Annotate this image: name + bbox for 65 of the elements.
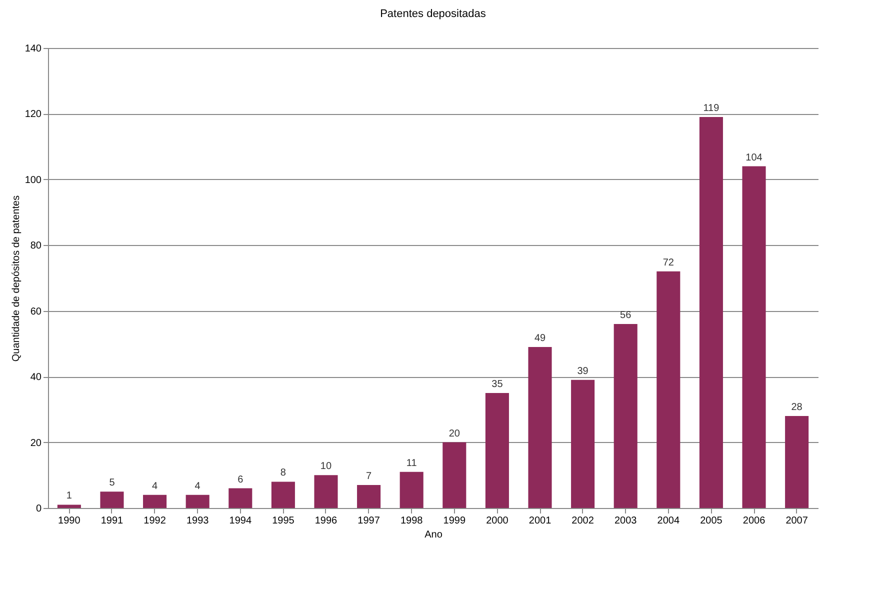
y-tick-label: 20	[30, 438, 42, 449]
bar	[742, 166, 766, 508]
bar	[271, 482, 295, 508]
bar	[442, 442, 466, 508]
y-tick-label: 140	[24, 44, 42, 54]
bar	[100, 492, 124, 508]
y-tick-label: 60	[30, 306, 42, 318]
x-tick-label: 1991	[100, 516, 124, 526]
data-label: 6	[238, 474, 244, 486]
data-label: 72	[662, 257, 674, 268]
x-tick-label: 1992	[144, 516, 166, 526]
data-label: 10	[320, 461, 332, 472]
data-label: 49	[534, 333, 546, 344]
x-tick-label: 1997	[358, 516, 380, 526]
data-label: 35	[492, 379, 504, 390]
bar	[485, 393, 509, 508]
data-label: 104	[746, 152, 763, 164]
data-label: 20	[448, 428, 460, 440]
data-label: 7	[366, 471, 372, 482]
bar	[528, 347, 552, 508]
data-label: 4	[194, 480, 201, 492]
x-tick-label: 1995	[272, 516, 295, 526]
bar	[186, 494, 210, 508]
bar	[656, 271, 680, 508]
x-tick-label: 2004	[657, 516, 680, 526]
bar	[57, 504, 81, 508]
x-tick-label: 2002	[572, 516, 594, 526]
x-tick-label: 1990	[58, 516, 81, 526]
y-tick-label: 0	[36, 504, 42, 514]
data-label: 1	[66, 490, 72, 502]
x-tick-label: 1993	[186, 516, 210, 526]
chart-title: Patentes depositadas	[380, 8, 486, 20]
y-axis-title: Quantidade de depósitos de patentes	[10, 195, 22, 362]
y-tick-label: 40	[30, 372, 42, 384]
x-tick-label: 1999	[443, 516, 466, 526]
bar	[400, 472, 424, 508]
x-axis-title: Ano	[424, 530, 443, 540]
data-label: 119	[703, 103, 720, 114]
y-tick-label: 80	[30, 240, 42, 252]
y-tick-label: 120	[24, 109, 42, 120]
bar	[614, 324, 638, 508]
x-tick-label: 1996	[314, 516, 338, 526]
x-tick-label: 1994	[229, 516, 252, 526]
x-tick-label: 2000	[486, 516, 509, 526]
bar	[571, 380, 595, 508]
data-label: 11	[406, 458, 418, 469]
bar	[314, 475, 338, 508]
y-tick-label: 100	[24, 174, 42, 186]
data-label: 56	[620, 310, 632, 321]
bar	[143, 494, 167, 508]
x-tick-label: 2003	[614, 516, 638, 526]
data-label: 28	[791, 402, 803, 413]
data-label: 4	[152, 480, 158, 492]
bar	[228, 488, 252, 508]
bar	[357, 485, 381, 508]
data-label: 8	[280, 468, 286, 479]
data-label: 39	[577, 366, 589, 377]
bar	[699, 117, 723, 508]
x-tick-label: 2007	[786, 516, 808, 526]
x-tick-label: 2005	[700, 516, 723, 526]
data-label: 5	[109, 478, 116, 489]
x-tick-label: 1998	[400, 516, 424, 526]
bar	[785, 416, 809, 508]
x-tick-label: 2001	[528, 516, 552, 526]
x-tick-label: 2006	[742, 516, 766, 526]
